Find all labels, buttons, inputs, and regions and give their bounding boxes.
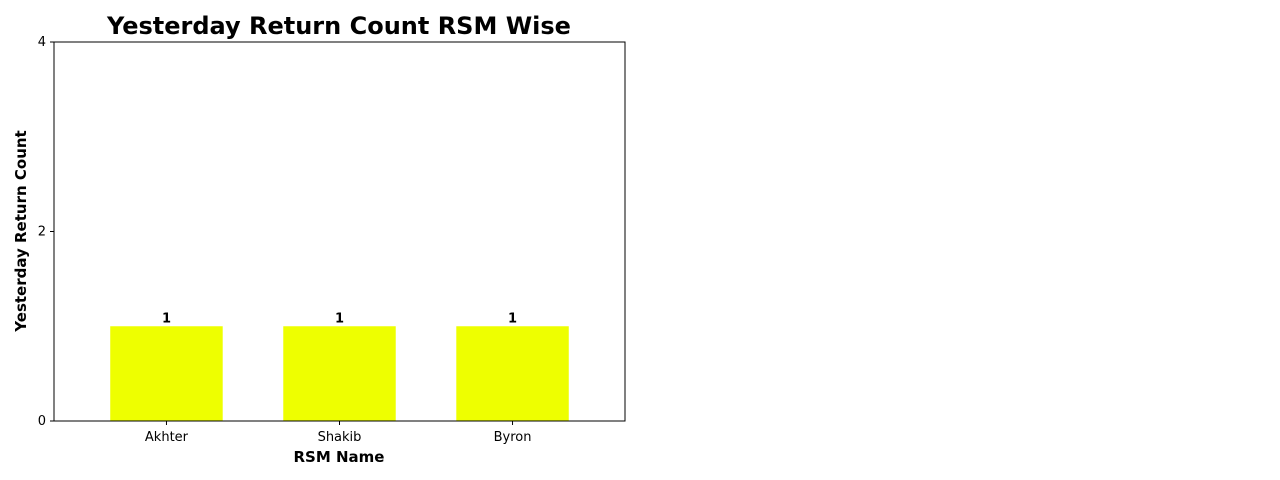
y-axis-title: Yesterday Return Count bbox=[12, 130, 30, 332]
y-axis: 0 2 4 bbox=[38, 35, 54, 429]
y-tick-label: 4 bbox=[38, 35, 46, 50]
x-tick-label: Byron bbox=[494, 430, 532, 445]
x-axis-title: RSM Name bbox=[294, 448, 385, 466]
y-tick-label: 2 bbox=[38, 225, 46, 240]
y-tick-label: 0 bbox=[38, 414, 46, 429]
bar-byron bbox=[456, 326, 569, 421]
bars-group bbox=[110, 326, 569, 421]
x-axis: Akhter Shakib Byron bbox=[145, 421, 532, 445]
bar-value-label: 1 bbox=[162, 311, 171, 326]
x-tick-label: Shakib bbox=[318, 430, 362, 445]
bar-akhter bbox=[110, 326, 223, 421]
bar-value-label: 1 bbox=[335, 311, 344, 326]
bar-shakib bbox=[283, 326, 396, 421]
x-tick-label: Akhter bbox=[145, 430, 189, 445]
value-labels-group: 1 1 1 bbox=[162, 311, 517, 326]
chart-title: Yesterday Return Count RSM Wise bbox=[106, 12, 571, 40]
bar-value-label: 1 bbox=[508, 311, 517, 326]
